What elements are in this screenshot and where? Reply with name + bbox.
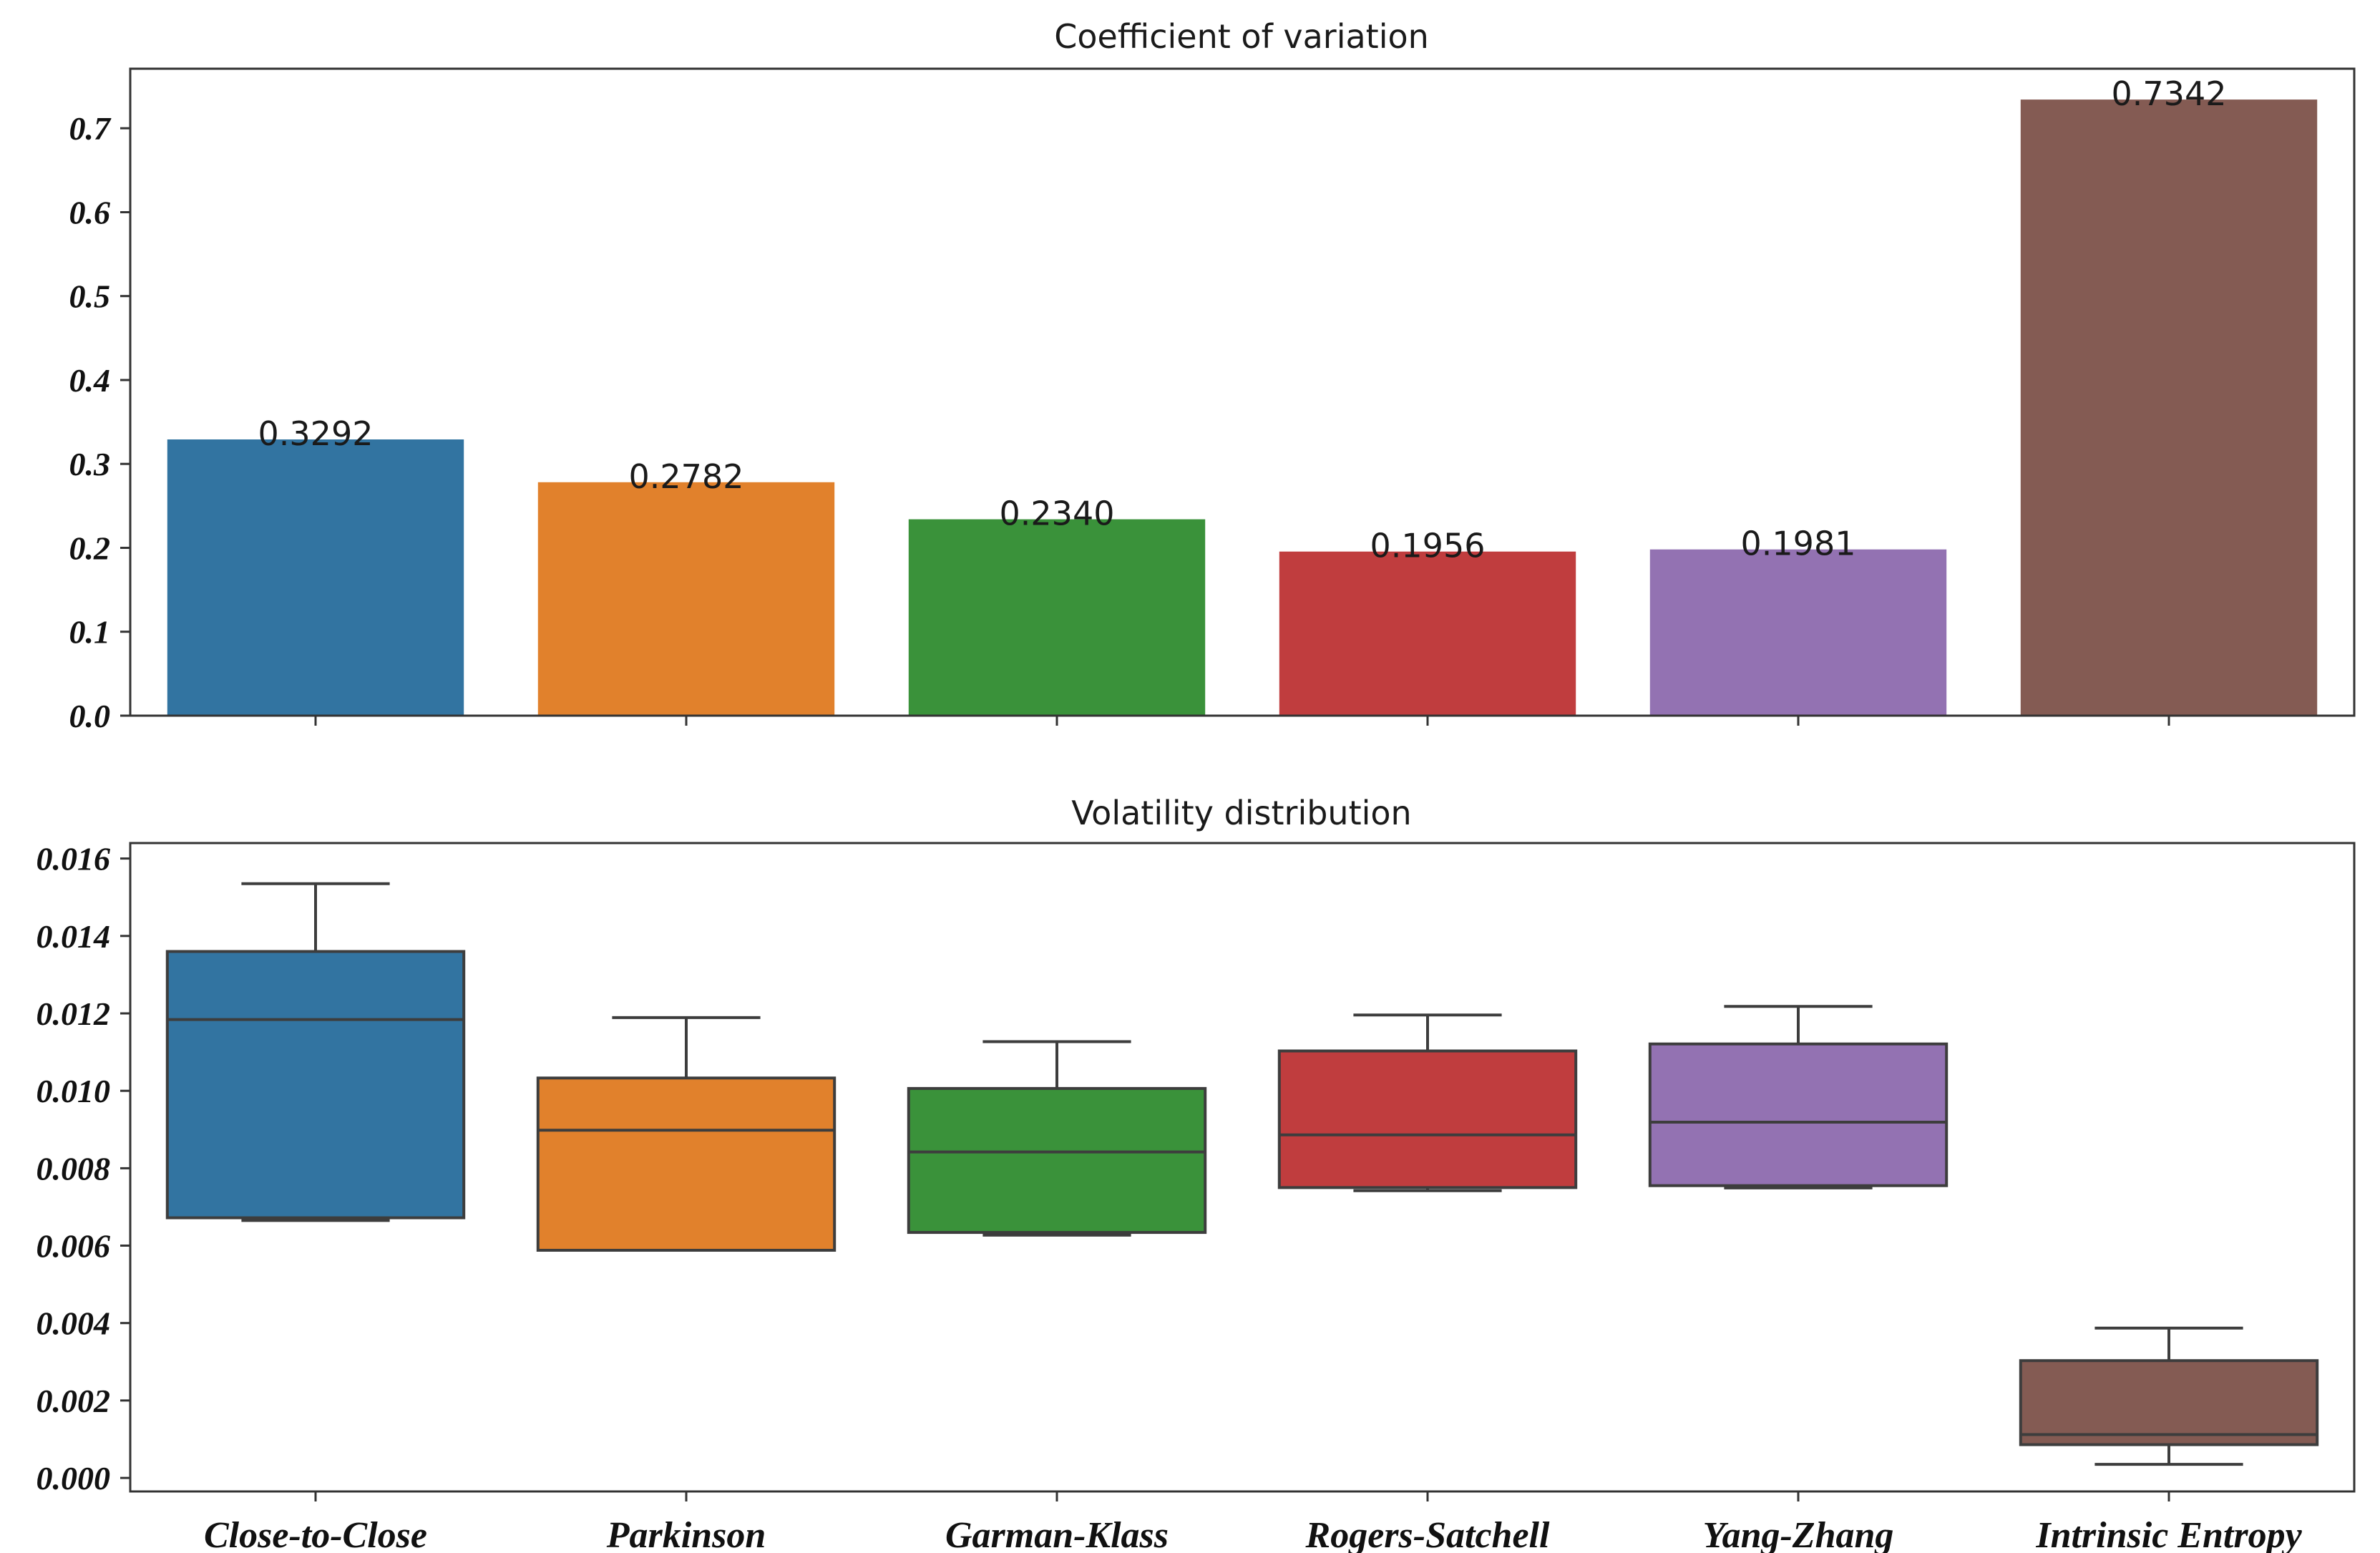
cv-y-axis: 0.0 0.1 0.2 0.3 0.4 0.5 0.6 0.7 xyxy=(69,110,130,734)
cv-x-axis xyxy=(314,716,2170,726)
iqr-box-garman-klass xyxy=(907,1086,1207,1235)
cv-ytick-label: 0.6 xyxy=(69,195,111,231)
cv-plot-frame xyxy=(129,67,2356,717)
iqr-box-intrinsic-entropy xyxy=(2019,1359,2319,1446)
box-close-to-close xyxy=(165,882,466,1222)
xtick-label-intrinsic-entropy: Intrinsic Entropy xyxy=(2035,1515,2302,1553)
cv-bar-group xyxy=(167,99,2318,716)
cv-bar-close-to-close xyxy=(167,439,464,716)
box-garman-klass xyxy=(907,1040,1207,1237)
cv-value-label-close-to-close: 0.3292 xyxy=(258,414,374,453)
cv-value-label-parkinson: 0.2782 xyxy=(629,457,744,496)
cv-value-label-yang-zhang: 0.1981 xyxy=(1741,525,1856,563)
volatility-x-axis: Close-to-Close Parkinson Garman-Klass Roger… xyxy=(204,1491,2303,1553)
cv-ytick-label: 0.4 xyxy=(69,362,111,399)
iqr-box-close-to-close xyxy=(165,950,466,1219)
box-rogers-satchell xyxy=(1277,1013,1578,1192)
xtick-label-yang-zhang: Yang-Zhang xyxy=(1703,1515,1894,1553)
cv-ytick-label: 0.5 xyxy=(69,278,111,315)
iqr-box-yang-zhang xyxy=(1648,1042,1949,1187)
volatility-ytick-label: 0.016 xyxy=(36,841,111,877)
box-intrinsic-entropy xyxy=(2019,1326,2319,1466)
cv-bar-parkinson xyxy=(537,482,835,716)
volatility-ytick-label: 0.006 xyxy=(36,1228,111,1265)
xtick-label-close-to-close: Close-to-Close xyxy=(204,1515,427,1553)
cv-value-label-group: 0.3292 0.2782 0.2340 0.1956 0.1981 0.7342 xyxy=(258,74,2227,565)
iqr-box-rogers-satchell xyxy=(1277,1049,1578,1189)
volatility-ytick-label: 0.014 xyxy=(36,918,111,955)
volatility-ytick-label: 0.008 xyxy=(36,1150,111,1187)
cv-bar-intrinsic-entropy xyxy=(2020,99,2318,716)
volatility-y-axis: 0.000 0.002 0.004 0.006 0.008 0.010 0.012 0.014… xyxy=(36,841,130,1496)
cv-ytick-label: 0.7 xyxy=(69,110,112,147)
cv-value-label-rogers-satchell: 0.1956 xyxy=(1370,527,1486,565)
volatility-plot-frame xyxy=(129,842,2356,1493)
volatility-ytick-label: 0.012 xyxy=(36,995,111,1032)
cv-ytick-label: 0.3 xyxy=(69,446,111,482)
cv-bar-yang-zhang xyxy=(1649,549,1947,716)
iqr-box-parkinson xyxy=(536,1076,837,1252)
volatility-distribution-chart: Volatility distribution 0.0000.0020.0040… xyxy=(36,794,2356,1553)
volatility-ytick-label: 0.000 xyxy=(36,1460,111,1496)
cv-chart-title: Coefficient of variation xyxy=(1054,17,1429,56)
volatility-ytick-label: 0.004 xyxy=(36,1305,111,1342)
xtick-label-garman-klass: Garman-Klass xyxy=(945,1515,1169,1553)
volatility-ytick-label: 0.002 xyxy=(36,1383,111,1419)
xtick-label-rogers-satchell: Rogers-Satchell xyxy=(1305,1515,1550,1553)
box-parkinson xyxy=(536,1016,837,1252)
volatility-chart-title: Volatility distribution xyxy=(1071,794,1411,832)
cv-ytick-label: 0.1 xyxy=(69,614,111,651)
cv-ytick-label: 0.0 xyxy=(69,698,111,734)
xtick-label-parkinson: Parkinson xyxy=(606,1515,766,1553)
volatility-box-group xyxy=(165,882,2319,1466)
cv-bar-rogers-satchell xyxy=(1279,551,1576,716)
cv-value-label-intrinsic-entropy: 0.7342 xyxy=(2112,74,2227,113)
coefficient-of-variation-chart: Coefficient of variation 0.3292 0.2782 0.2… xyxy=(69,17,2356,734)
volatility-ytick-label: 0.010 xyxy=(36,1073,111,1109)
cv-ytick-label: 0.2 xyxy=(69,530,111,567)
cv-value-label-garman-klass: 0.2340 xyxy=(1000,495,1115,533)
box-yang-zhang xyxy=(1648,1005,1949,1189)
cv-bar-garman-klass xyxy=(908,519,1206,716)
